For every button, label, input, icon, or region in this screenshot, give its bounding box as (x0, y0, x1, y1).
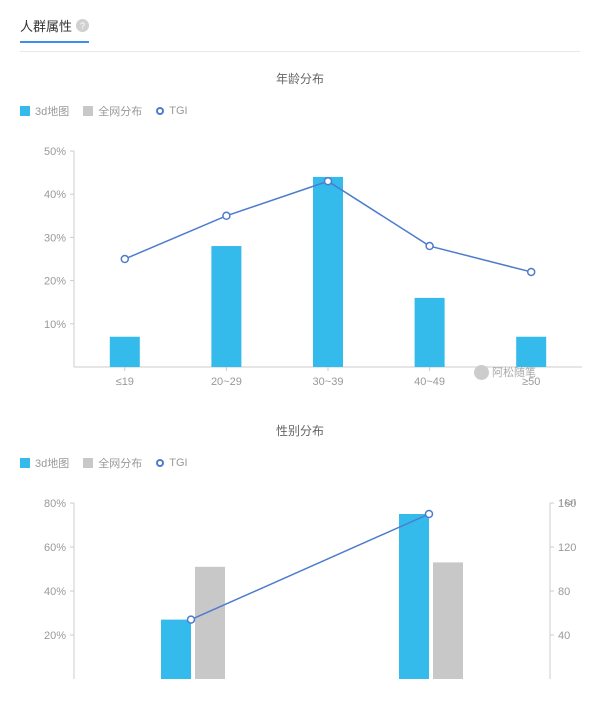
legend-swatch (83, 458, 93, 468)
legend-item[interactable]: TGI (156, 457, 187, 469)
legend-item[interactable]: 3d地图 (20, 103, 69, 119)
legend-swatch (83, 106, 93, 116)
watermark-icon (474, 365, 489, 380)
gender-chart: 20%40%60%80%4080120160TGI (24, 499, 576, 686)
svg-text:10%: 10% (44, 319, 66, 331)
legend-item[interactable]: 全网分布 (83, 103, 142, 119)
svg-text:40%: 40% (44, 189, 66, 201)
svg-text:80: 80 (558, 586, 570, 598)
svg-text:40%: 40% (44, 586, 66, 598)
bar[interactable] (516, 337, 546, 367)
legend-item[interactable]: TGI (156, 105, 187, 117)
age-chart-title: 年龄分布 (20, 70, 580, 87)
svg-text:30%: 30% (44, 232, 66, 244)
svg-text:50%: 50% (44, 147, 66, 158)
svg-text:≤19: ≤19 (116, 376, 134, 388)
legend-label: 3d地图 (35, 455, 69, 471)
legend-label: 全网分布 (98, 103, 142, 119)
tgi-marker[interactable] (223, 212, 230, 219)
bar[interactable] (415, 298, 445, 367)
legend-item[interactable]: 全网分布 (83, 455, 142, 471)
legend-label: TGI (169, 457, 187, 469)
bar-secondary[interactable] (433, 562, 463, 679)
svg-text:30~39: 30~39 (313, 376, 344, 388)
tgi-marker[interactable] (325, 178, 332, 185)
watermark: 阿松随笔 (474, 364, 536, 380)
help-icon[interactable]: ? (76, 19, 89, 32)
tab-demographics[interactable]: 人群属性 ? (20, 16, 89, 43)
bar[interactable] (211, 246, 241, 367)
legend-label: 3d地图 (35, 103, 69, 119)
tgi-marker[interactable] (426, 511, 433, 518)
svg-text:40: 40 (558, 630, 570, 642)
svg-text:20%: 20% (44, 276, 66, 288)
age-chart-legend: 3d地图 全网分布 TGI (20, 103, 580, 119)
tgi-marker[interactable] (121, 256, 128, 263)
svg-text:60%: 60% (44, 542, 66, 554)
legend-item[interactable]: 3d地图 (20, 455, 69, 471)
legend-swatch (156, 459, 164, 467)
svg-text:20%: 20% (44, 630, 66, 642)
watermark-text: 阿松随笔 (492, 364, 536, 380)
tgi-marker[interactable] (426, 243, 433, 250)
svg-text:20~29: 20~29 (211, 376, 242, 388)
legend-swatch (156, 107, 164, 115)
page-container: 人群属性 ? 年龄分布 3d地图全网分布TGI 10%20%30%40%50%≤… (0, 0, 600, 686)
tgi-marker[interactable] (188, 616, 195, 623)
age-chart-svg: 10%20%30%40%50%≤1920~2930~3940~49≥50 (24, 147, 596, 397)
bar-primary[interactable] (399, 514, 429, 679)
bar-secondary[interactable] (195, 567, 225, 679)
legend-label: TGI (169, 105, 187, 117)
svg-text:40~49: 40~49 (414, 376, 445, 388)
legend-label: 全网分布 (98, 455, 142, 471)
bar[interactable] (110, 337, 140, 367)
gender-chart-svg: 20%40%60%80%4080120160TGI (24, 499, 596, 681)
legend-swatch (20, 458, 30, 468)
svg-text:80%: 80% (44, 499, 66, 510)
bar-primary[interactable] (161, 620, 191, 679)
legend-swatch (20, 106, 30, 116)
tab-header: 人群属性 ? (20, 16, 580, 52)
gender-chart-title: 性别分布 (20, 422, 580, 439)
bar[interactable] (313, 177, 343, 367)
tgi-line (191, 514, 429, 620)
tab-label: 人群属性 (20, 16, 72, 35)
svg-text:120: 120 (558, 542, 576, 554)
gender-chart-legend: 3d地图 全网分布 TGI (20, 455, 580, 471)
tgi-marker[interactable] (528, 268, 535, 275)
svg-text:TGI: TGI (558, 499, 576, 508)
age-chart: 10%20%30%40%50%≤1920~2930~3940~49≥50 阿松随… (24, 147, 576, 402)
